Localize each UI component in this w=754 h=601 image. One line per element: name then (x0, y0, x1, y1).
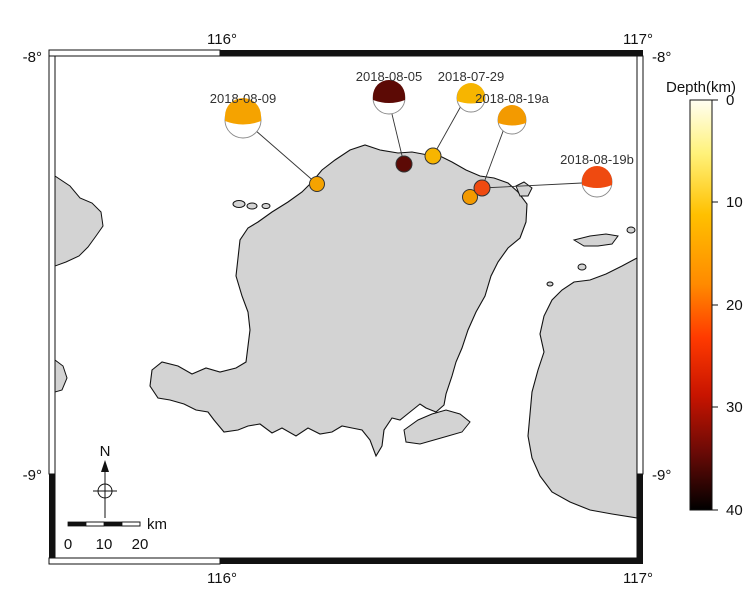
connector-2018-08-19b (481, 182, 583, 189)
colorbar-tick-10: 10 (726, 194, 743, 211)
epicenter-2018-08-05[interactable] (395, 155, 413, 173)
event-label-2018-07-29: 2018-07-29 (438, 69, 505, 84)
sumbawa-island (527, 257, 637, 519)
colorbar-tick-20: 20 (726, 297, 743, 314)
beachball-2018-08-09[interactable] (224, 98, 262, 139)
lat-label-right-south: -9° (652, 467, 671, 484)
frame-ticks (48, 49, 644, 565)
nusa-penida-island (55, 359, 68, 393)
event-connectors (254, 105, 583, 189)
event-label-2018-08-09: 2018-08-09 (210, 91, 277, 106)
colorbar-tick-0: 0 (726, 92, 734, 109)
lombok-southeast-peninsula (403, 409, 471, 445)
beachball-2018-08-05[interactable] (372, 80, 406, 115)
small-island-ne-2 (626, 226, 636, 234)
epicenters (309, 147, 491, 205)
event-label-2018-08-19b: 2018-08-19b (560, 152, 634, 167)
colorbar-gradient (689, 99, 713, 511)
gili-island-2 (246, 202, 258, 210)
lon-label-top-east: 117° (623, 31, 653, 48)
focal-mechanisms (224, 80, 613, 198)
depth-colorbar: Depth(km) 0 10 20 30 40 (666, 79, 743, 519)
epicenter-2018-08-19a[interactable] (462, 189, 478, 205)
bali-island (55, 175, 104, 267)
lat-label-left-south: -9° (23, 467, 42, 484)
connector-2018-08-09 (254, 129, 318, 185)
connector-2018-08-19a (481, 125, 506, 189)
lombok-island (149, 144, 528, 458)
north-arrow-label: N (100, 443, 111, 460)
scale-label-0: 0 (64, 536, 72, 553)
gili-island-1 (232, 200, 246, 208)
lon-label-bottom-west: 116° (207, 570, 237, 587)
lon-label-top-west: 116° (207, 31, 237, 48)
lon-label-bottom-east: 117° (623, 570, 653, 587)
colorbar-tick-40: 40 (726, 502, 743, 519)
lat-label-right-north: -8° (652, 49, 671, 66)
land-layer (55, 144, 637, 519)
lat-label-left-north: -8° (23, 49, 42, 66)
scale-bar: km 0 10 20 (64, 516, 167, 553)
event-label-2018-08-19a: 2018-08-19a (475, 91, 549, 106)
epicenter-2018-08-09[interactable] (309, 176, 325, 192)
beachball-2018-08-19a[interactable] (497, 105, 527, 135)
scale-label-20: 20 (132, 536, 149, 553)
scale-label-10: 10 (96, 536, 113, 553)
small-island-ne-1 (572, 233, 619, 247)
gili-island-3 (261, 203, 271, 209)
small-island-ne-3 (577, 263, 587, 271)
scale-unit-label: km (147, 516, 167, 533)
colorbar-tick-30: 30 (726, 399, 743, 416)
small-island-ne-4 (546, 281, 554, 287)
epicenter-2018-07-29[interactable] (424, 147, 442, 165)
event-label-2018-08-05: 2018-08-05 (356, 69, 423, 84)
north-arrow: N (93, 443, 117, 518)
epicenter-2018-08-19b[interactable] (473, 179, 491, 197)
connector-2018-07-29 (432, 105, 462, 157)
beachball-2018-07-29[interactable] (456, 83, 486, 113)
colorbar-title: Depth(km) (666, 79, 736, 96)
connector-2018-08-05 (390, 109, 405, 165)
beachball-2018-08-19b[interactable] (581, 166, 613, 198)
